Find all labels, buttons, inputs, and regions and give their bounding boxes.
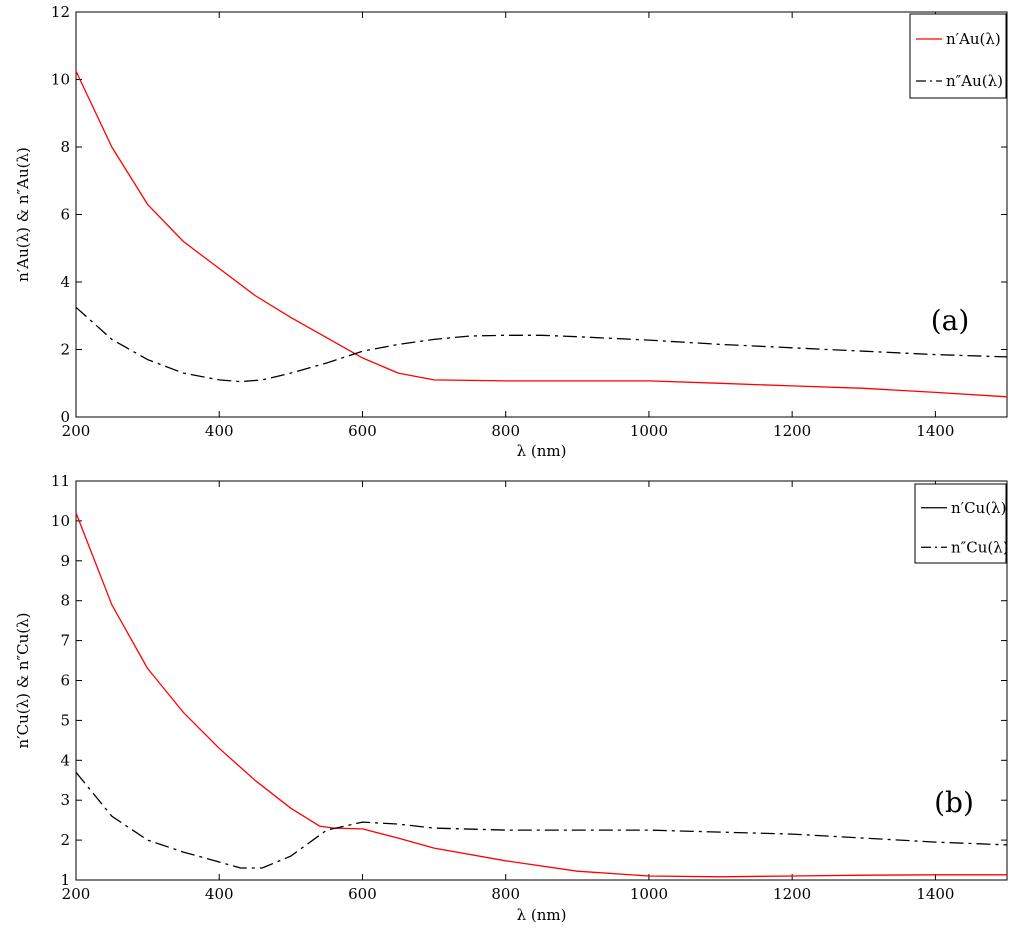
x-tick-label: 1400 <box>916 885 954 903</box>
chart-panel-b: 200 400 600 800 1000 1200 1400 1 2 3 4 5 6 7 8 9 10 11 λ (… <box>14 472 1009 924</box>
y-tick-label: 5 <box>60 711 70 729</box>
y-tick-label: 1 <box>60 871 70 889</box>
chart-panel-a: 200 400 600 800 1000 1200 1400 0 2 4 6 8 10 12 λ (nm) n… <box>14 3 1008 460</box>
legend-label: n′Au(λ) <box>946 30 1001 48</box>
x-tick-label: 200 <box>62 885 91 903</box>
plot-frame <box>75 11 1008 418</box>
x-tick-label: 400 <box>205 885 234 903</box>
legend-box <box>909 13 1007 99</box>
x-tick-label: 400 <box>205 422 234 440</box>
x-tick-label: 1400 <box>916 422 954 440</box>
x-tick-label: 1200 <box>773 885 811 903</box>
y-tick-label: 10 <box>51 71 70 89</box>
y-axis-title: n′Cu(λ) & n″Cu(λ) <box>14 613 32 749</box>
y-tick-label: 11 <box>51 472 70 490</box>
legend: n′Cu(λ) n″Cu(λ) <box>914 483 1009 564</box>
y-axis-title: n′Au(λ) & n″Au(λ) <box>14 147 32 282</box>
plot-frame <box>75 480 1008 881</box>
legend: n′Au(λ) n″Au(λ) <box>909 13 1007 99</box>
y-tick-label: 6 <box>60 206 70 224</box>
legend-label: n″Au(λ) <box>946 72 1003 90</box>
x-tick-label: 600 <box>348 885 377 903</box>
legend-box <box>914 483 1007 564</box>
x-axis-title: λ (nm) <box>517 906 567 924</box>
x-tick-label: 1000 <box>630 885 668 903</box>
legend-label: n″Cu(λ) <box>951 538 1009 556</box>
series-line-real <box>75 512 1007 878</box>
y-tick-label: 12 <box>51 3 70 21</box>
x-tick-label: 600 <box>348 422 377 440</box>
y-tick-label: 8 <box>60 138 70 156</box>
panel-label: (a) <box>931 304 970 337</box>
y-tick-label: 4 <box>60 751 70 769</box>
y-tick-label: 10 <box>51 512 70 530</box>
y-tick-label: 8 <box>60 592 70 610</box>
series-line-imaginary <box>75 771 1008 869</box>
x-tick-label: 1200 <box>773 422 811 440</box>
x-tick-label: 200 <box>62 422 91 440</box>
x-axis-title: λ (nm) <box>517 442 567 460</box>
y-tick-label: 4 <box>60 273 70 291</box>
legend-label: n′Cu(λ) <box>951 499 1006 517</box>
y-tick-label: 9 <box>60 552 70 570</box>
y-tick-label: 7 <box>60 632 70 650</box>
y-tick-label: 3 <box>60 791 70 809</box>
x-tick-label: 800 <box>491 422 520 440</box>
y-tick-label: 6 <box>60 672 70 690</box>
y-tick-label: 2 <box>60 341 70 359</box>
series-line-real <box>75 70 1008 398</box>
series-line-imaginary <box>75 306 1008 383</box>
y-tick-label: 0 <box>60 408 70 426</box>
x-tick-label: 1000 <box>630 422 668 440</box>
x-tick-label: 800 <box>491 885 520 903</box>
panel-label: (b) <box>934 786 974 819</box>
y-tick-label: 2 <box>60 831 70 849</box>
